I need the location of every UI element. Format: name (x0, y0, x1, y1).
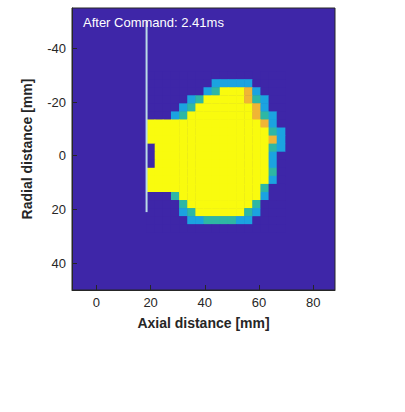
svg-text:60: 60 (252, 295, 266, 310)
svg-text:Axial distance [mm]: Axial distance [mm] (137, 315, 269, 331)
svg-text:0: 0 (93, 295, 100, 310)
svg-text:20: 20 (52, 202, 66, 217)
svg-text:0: 0 (59, 148, 66, 163)
svg-text:20: 20 (143, 295, 157, 310)
svg-text:40: 40 (52, 256, 66, 271)
svg-text:-40: -40 (47, 41, 66, 56)
svg-text:40: 40 (198, 295, 212, 310)
svg-text:80: 80 (306, 295, 320, 310)
svg-text:Radial distance [mm]: Radial distance [mm] (19, 79, 35, 220)
svg-text:-20: -20 (47, 95, 66, 110)
svg-text:After Command: 2.41ms: After Command: 2.41ms (83, 15, 224, 30)
